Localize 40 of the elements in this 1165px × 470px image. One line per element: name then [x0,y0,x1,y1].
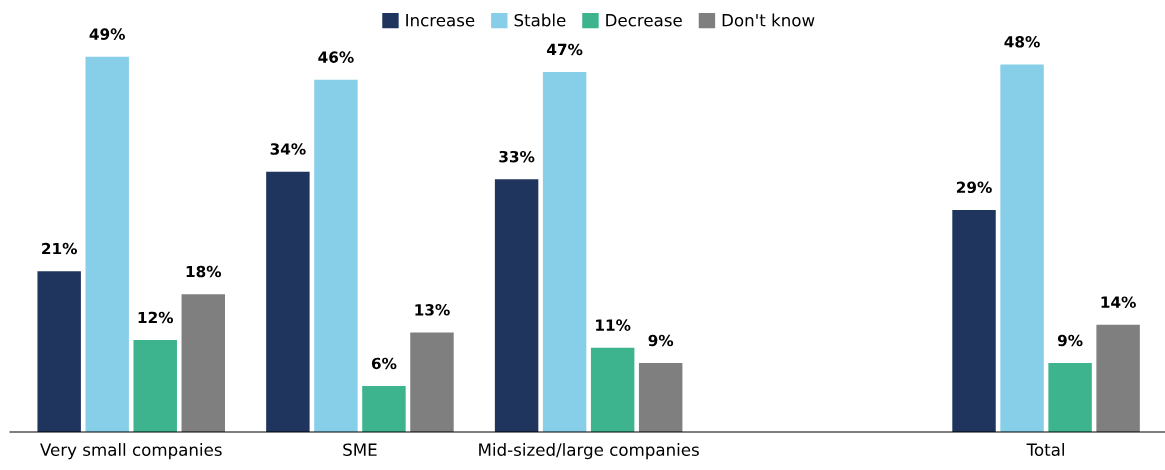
bar [1096,324,1140,432]
data-label: 14% [1101,296,1136,308]
x-tick-label: Mid-sized/large companies [479,443,699,460]
data-label: 49% [89,28,125,40]
data-label: 6% [371,357,397,370]
data-label: 34% [270,143,306,155]
data-label: 18% [186,265,222,278]
bar [133,340,177,432]
bar [542,72,587,432]
x-tick-label: SME [343,443,377,457]
data-label: 13% [415,304,450,316]
bar [37,271,81,432]
bar [1048,363,1092,432]
x-tick-label: Total [1026,443,1064,457]
legend-label: Don't know [722,13,815,27]
legend-label: Decrease [606,14,682,27]
data-label: 12% [138,311,174,324]
data-label: 33% [499,150,535,163]
bar [1000,64,1044,432]
x-tick-label: Very small companies [40,443,222,460]
bar [362,386,406,432]
data-label: 21% [42,242,77,255]
bar [952,209,996,432]
bar [494,179,539,432]
legend-label: Stable [514,13,566,27]
bar [181,294,225,432]
data-label: 9% [1057,334,1083,347]
data-label: 29% [956,181,992,194]
data-label: 46% [318,51,354,63]
bar [266,171,310,432]
bar [85,56,129,432]
data-label: 9% [648,334,674,347]
bar [314,79,358,432]
data-label: 47% [547,43,583,56]
data-label: 11% [596,319,631,331]
bar [410,332,454,432]
legend-label: Increase [406,14,475,27]
data-label: 48% [1004,36,1040,48]
bar [638,363,683,432]
bar [590,347,635,432]
